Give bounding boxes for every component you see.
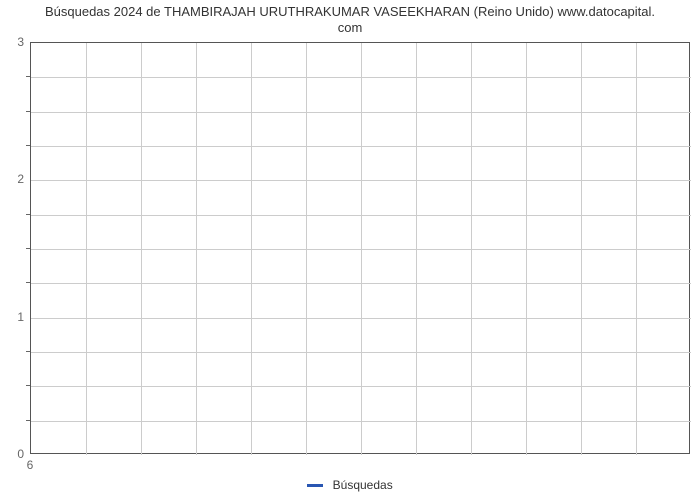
plot-area <box>30 42 690 454</box>
y-tick-label: 2 <box>17 172 24 186</box>
y-minor-tick <box>26 214 30 215</box>
y-tick-label: 0 <box>17 447 24 461</box>
y-minor-tick <box>26 76 30 77</box>
y-minor-tick <box>26 145 30 146</box>
legend: Búsquedas <box>0 477 700 492</box>
chart-title-line1: Búsquedas 2024 de THAMBIRAJAH URUTHRAKUM… <box>45 4 655 19</box>
v-gridline <box>196 43 197 455</box>
y-tick-label: 1 <box>17 310 24 324</box>
chart-container: Búsquedas 2024 de THAMBIRAJAH URUTHRAKUM… <box>0 0 700 500</box>
v-gridline <box>141 43 142 455</box>
y-minor-tick <box>26 385 30 386</box>
y-minor-tick <box>26 248 30 249</box>
chart-title: Búsquedas 2024 de THAMBIRAJAH URUTHRAKUM… <box>0 4 700 37</box>
v-gridline <box>416 43 417 455</box>
y-minor-tick <box>26 351 30 352</box>
v-gridline <box>471 43 472 455</box>
y-tick-label: 3 <box>17 35 24 49</box>
y-minor-tick <box>26 420 30 421</box>
v-gridline <box>86 43 87 455</box>
x-tick-label: 6 <box>27 458 34 472</box>
legend-label: Búsquedas <box>333 478 393 492</box>
v-gridline <box>306 43 307 455</box>
v-gridline <box>581 43 582 455</box>
v-gridline <box>636 43 637 455</box>
v-gridline <box>361 43 362 455</box>
v-gridline <box>526 43 527 455</box>
chart-title-line2: com <box>338 20 363 35</box>
v-gridline <box>251 43 252 455</box>
y-minor-tick <box>26 282 30 283</box>
y-minor-tick <box>26 111 30 112</box>
legend-swatch <box>307 484 323 487</box>
